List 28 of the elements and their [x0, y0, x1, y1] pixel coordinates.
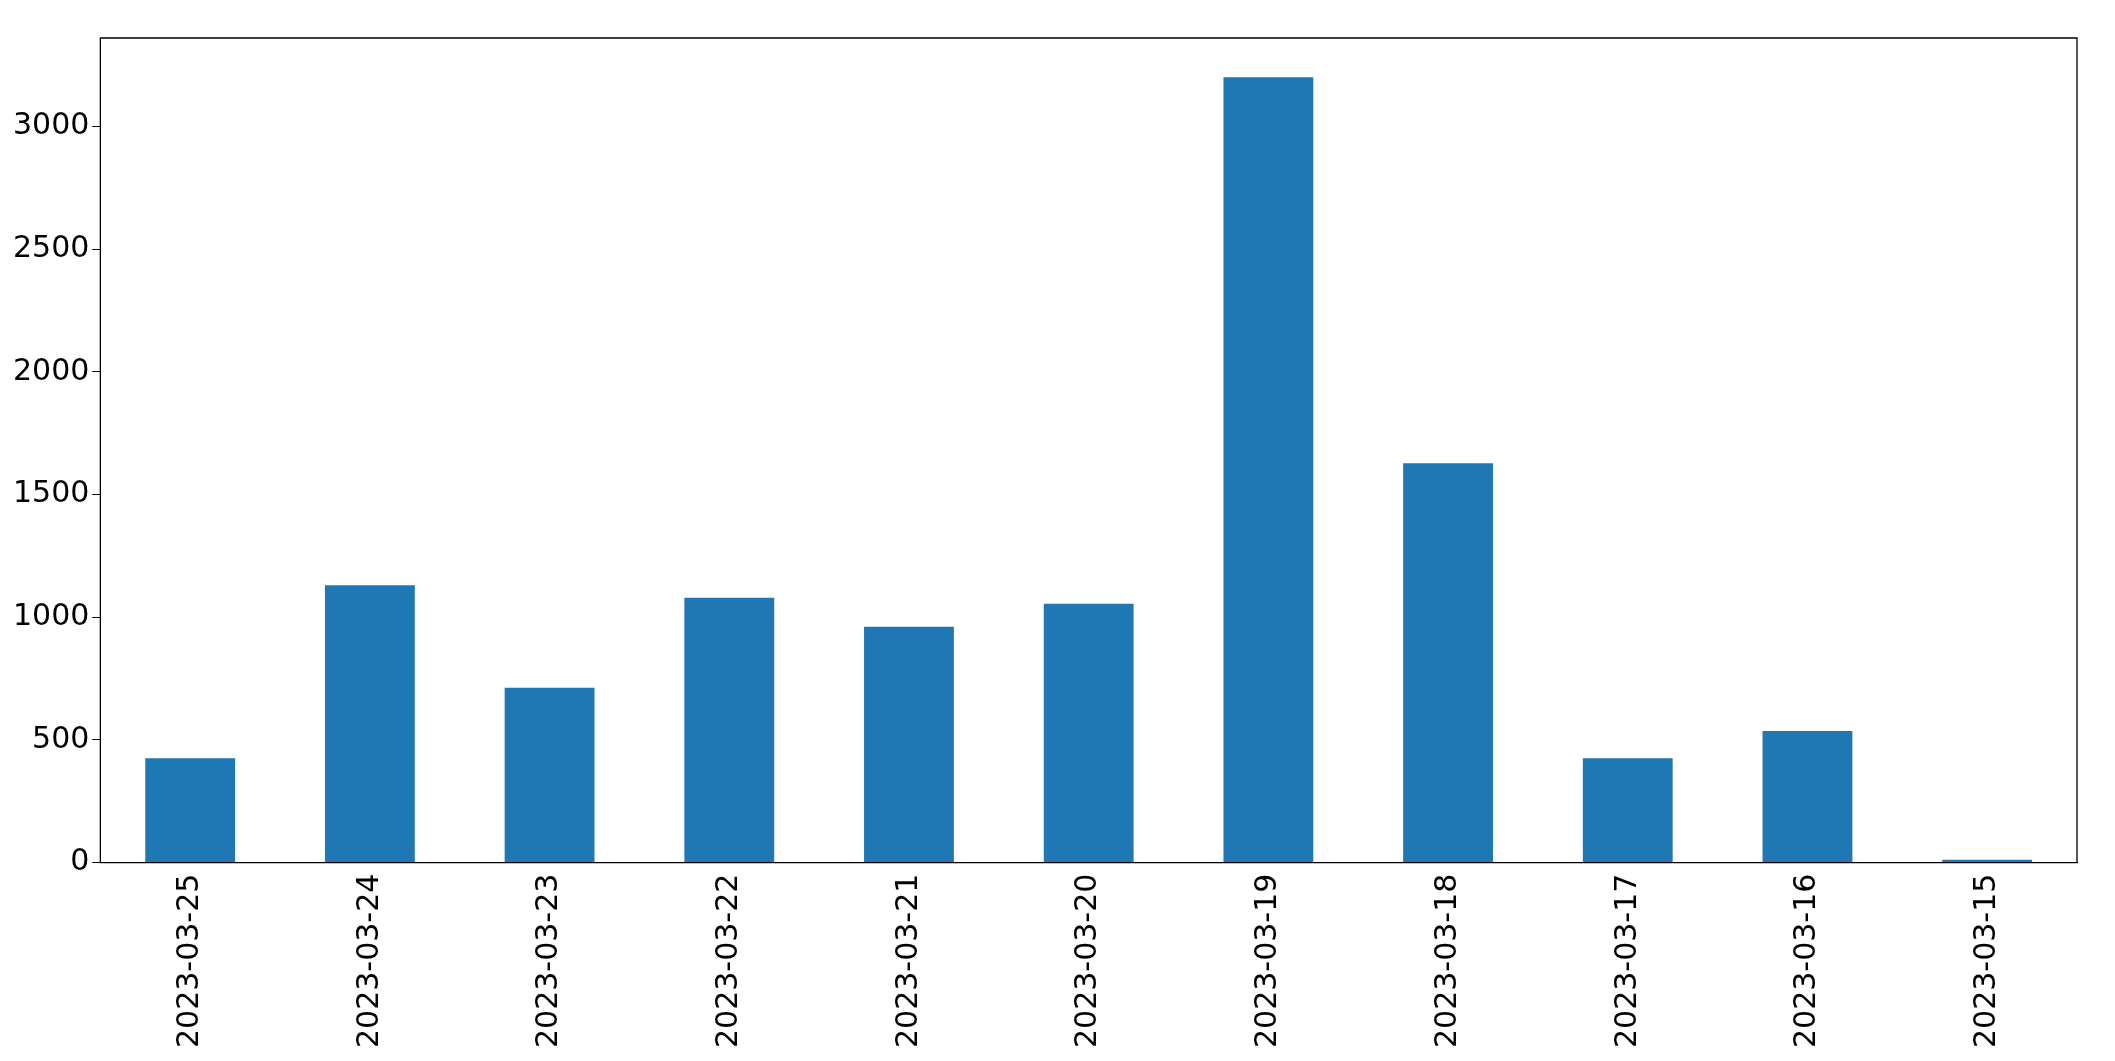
x-tick-label: 2023-03-15 [1966, 873, 2002, 1049]
y-tick-label: 2500 [12, 228, 90, 264]
x-tick-label: 2023-03-25 [169, 873, 205, 1049]
y-tick-label: 500 [32, 719, 90, 755]
x-tick-label: 2023-03-17 [1607, 873, 1643, 1049]
x-tick-label: 2023-03-19 [1248, 873, 1284, 1049]
bar [324, 585, 415, 863]
y-tick-label: 2000 [12, 351, 90, 387]
bar [145, 758, 236, 863]
x-tick-label: 2023-03-23 [529, 873, 565, 1049]
bar [864, 626, 954, 863]
bar [684, 597, 775, 863]
bar [1403, 463, 1493, 863]
y-tick-label: 3000 [12, 106, 90, 142]
x-tick-label: 2023-03-22 [709, 873, 745, 1049]
x-tick-label: 2023-03-24 [349, 873, 385, 1049]
x-tick-label: 2023-03-20 [1068, 873, 1104, 1049]
y-tick-label: 1000 [12, 597, 90, 633]
bar [504, 687, 595, 863]
x-tick-label: 2023-03-16 [1787, 873, 1823, 1049]
y-tick-label: 0 [70, 842, 90, 878]
x-tick-label: 2023-03-18 [1427, 873, 1463, 1049]
x-tick-label: 2023-03-21 [888, 873, 924, 1049]
bar [1043, 603, 1134, 863]
bar [1223, 77, 1314, 863]
bar [1582, 758, 1673, 863]
bar [1762, 731, 1853, 863]
y-tick-label: 1500 [12, 474, 90, 510]
